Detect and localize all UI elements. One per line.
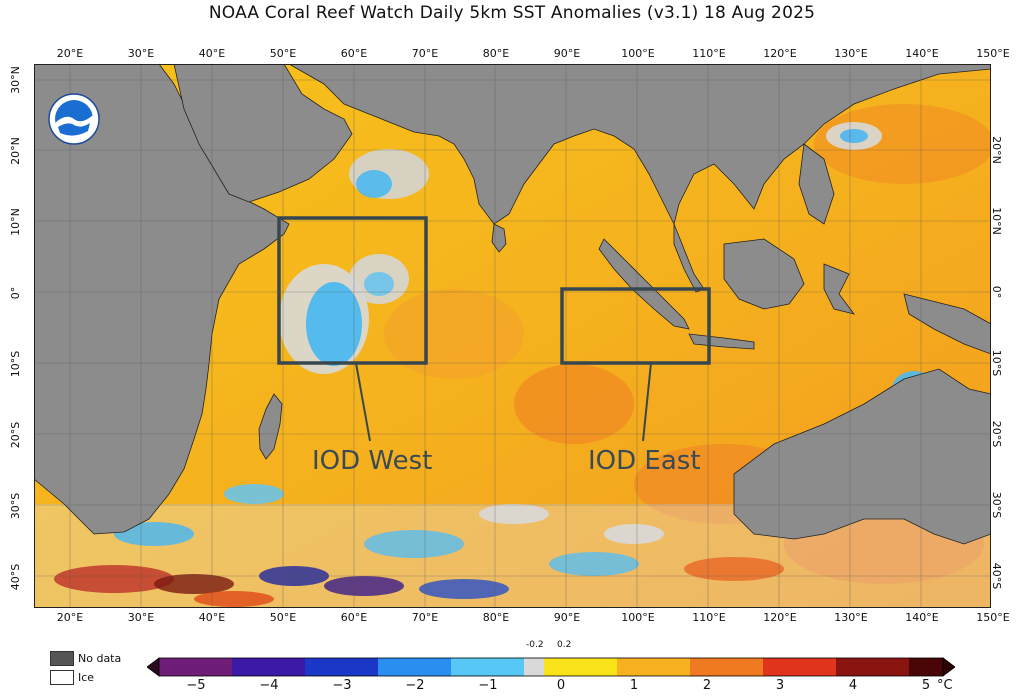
colorbar-tick-label: 2 — [702, 678, 712, 693]
map-canvas — [34, 64, 991, 608]
lat-tick-right: 20°N — [990, 136, 1003, 164]
lon-tick-bottom: 80°E — [482, 611, 510, 624]
iod-west-box — [277, 216, 428, 365]
colorbar-tick-label: 3 — [775, 678, 785, 693]
land-australia — [733, 368, 991, 545]
lon-tick-top: 110°E — [692, 47, 726, 60]
cbar-small-neg: -0.2 — [526, 640, 544, 650]
lat-tick-right: 20°S — [990, 420, 1003, 448]
lat-tick-right: 40°S — [990, 562, 1003, 590]
no-data-label: No data — [78, 652, 122, 665]
lon-tick-bottom: 20°E — [56, 611, 84, 624]
land-sulawesi — [823, 263, 855, 315]
colorbar-tick-label: −1 — [478, 678, 498, 693]
ice-label: Ice — [78, 671, 95, 684]
lon-tick-bottom: 120°E — [763, 611, 797, 624]
lon-tick-bottom: 110°E — [692, 611, 726, 624]
lon-tick-top: 130°E — [834, 47, 868, 60]
lon-tick-top: 20°E — [56, 47, 84, 60]
lon-tick-bottom: 60°E — [340, 611, 368, 624]
iod-east-leader — [642, 362, 652, 442]
lat-tick-left: 20°N — [9, 137, 22, 165]
iod-west-label: IOD West — [312, 446, 433, 476]
legend-no-data: No data — [50, 648, 121, 667]
iod-east-label: IOD East — [588, 446, 701, 476]
lon-tick-bottom: 140°E — [905, 611, 939, 624]
noaa-logo-icon — [48, 93, 100, 145]
iod-east-box — [560, 287, 711, 365]
iod-west-leader — [355, 362, 371, 442]
colorbar-unit: °C — [937, 678, 953, 693]
lon-tick-bottom: 150°E — [976, 611, 1010, 624]
lat-tick-left: 0° — [9, 286, 22, 300]
colorbar-tick-label: 0 — [556, 678, 566, 693]
graticule — [34, 64, 991, 608]
anomaly-patches — [34, 104, 991, 608]
lon-tick-bottom: 130°E — [834, 611, 868, 624]
lon-tick-top: 60°E — [340, 47, 368, 60]
colorbar-tick-label: 4 — [848, 678, 858, 693]
lon-tick-top: 140°E — [905, 47, 939, 60]
colorbar — [147, 657, 955, 677]
lon-tick-top: 100°E — [621, 47, 655, 60]
lat-tick-left: 30°N — [9, 66, 22, 94]
sst-anomaly-map[interactable] — [34, 64, 991, 608]
land-newguinea — [903, 293, 991, 355]
land-sumatra — [598, 238, 690, 330]
lon-tick-top: 90°E — [553, 47, 581, 60]
lon-tick-bottom: 30°E — [127, 611, 155, 624]
lon-tick-bottom: 70°E — [411, 611, 439, 624]
land-java — [688, 333, 755, 350]
land-philippines — [798, 143, 835, 225]
colorbar-tick-label: −2 — [405, 678, 425, 693]
colorbar-tick-label: −5 — [186, 678, 206, 693]
lat-tick-left: 20°S — [9, 421, 22, 449]
lat-tick-right: 10°S — [990, 349, 1003, 377]
lat-tick-right: 0° — [990, 285, 1003, 299]
ice-swatch — [50, 670, 74, 685]
land — [34, 64, 991, 545]
lon-tick-bottom: 50°E — [269, 611, 297, 624]
lat-tick-right: 10°N — [990, 207, 1003, 235]
lon-tick-top: 150°E — [976, 47, 1010, 60]
no-data-swatch — [50, 651, 74, 666]
land-asia-south — [288, 64, 991, 226]
legend-ice: Ice — [50, 667, 94, 686]
lon-tick-bottom: 90°E — [553, 611, 581, 624]
lat-tick-left: 10°S — [9, 350, 22, 378]
lon-tick-top: 80°E — [482, 47, 510, 60]
lat-tick-right: 30°S — [990, 491, 1003, 519]
land-arabia — [173, 64, 353, 203]
lon-tick-top: 120°E — [763, 47, 797, 60]
noaa-logo — [48, 93, 100, 145]
lon-tick-top: 30°E — [127, 47, 155, 60]
lat-tick-left: 30°S — [9, 492, 22, 520]
colorbar-tick-label: 5 — [921, 678, 931, 693]
map-frame — [34, 64, 991, 608]
colorbar-tick-label: 1 — [629, 678, 639, 693]
lon-tick-top: 40°E — [198, 47, 226, 60]
lon-tick-bottom: 40°E — [198, 611, 226, 624]
colorbar-tick-label: −3 — [332, 678, 352, 693]
lon-tick-bottom: 100°E — [621, 611, 655, 624]
lon-tick-top: 70°E — [411, 47, 439, 60]
colorbar-tick-label: −4 — [259, 678, 279, 693]
lat-tick-left: 10°N — [9, 208, 22, 236]
land-madagascar — [258, 393, 283, 460]
map-title: NOAA Coral Reef Watch Daily 5km SST Anom… — [208, 3, 816, 23]
cbar-small-pos: 0.2 — [557, 640, 572, 650]
land-borneo — [723, 238, 805, 310]
lon-tick-top: 50°E — [269, 47, 297, 60]
lat-tick-left: 40°S — [9, 563, 22, 591]
land-srilanka — [491, 223, 507, 253]
